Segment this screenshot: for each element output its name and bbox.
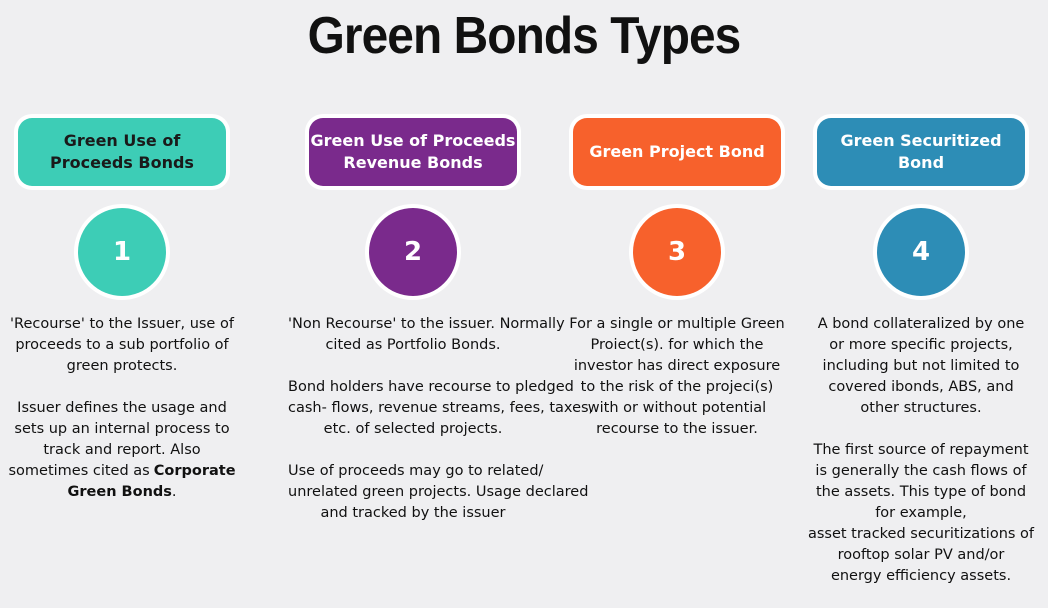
column: Green Securitized Bond 4 A bond collaterali… — [796, 118, 1046, 608]
text-line: and tracked by the issuer — [320, 505, 506, 521]
label-line: Bond — [897, 153, 945, 172]
description: 'Recourse' to the Issuer, use of proceeds… — [0, 314, 247, 503]
text-line: covered ibonds, ABS, and — [828, 379, 1014, 395]
text-line: energy efficiency assets. — [830, 568, 1012, 584]
label-line: Green Use of — [63, 131, 181, 150]
text-line: Issuer defines the usage and — [17, 400, 227, 416]
text-line: 'Recourse' to the Issuer, use of — [10, 316, 234, 332]
description: For a single or multiple Green Proiect(s)… — [552, 314, 802, 440]
number-badge: 1 — [78, 208, 166, 296]
bold-text: Green Bonds — [67, 484, 172, 500]
text-line: rooftop solar PV and/or — [837, 547, 1005, 563]
type-label: Green Project Bond — [573, 118, 781, 186]
text-line: including but not limited to — [822, 358, 1020, 374]
type-label: Green Use of Proceeds Revenue Bonds — [309, 118, 517, 186]
label-line: Green Securitized — [840, 131, 1002, 150]
text-line: sometimes cited as Corporate — [0, 461, 247, 482]
text-line: proceeds to a sub portfolio of — [15, 337, 229, 353]
text-line: cited as Portfolio Bonds. — [325, 337, 501, 353]
number-badge: 3 — [633, 208, 721, 296]
label-line: Proceeds Bonds — [50, 153, 194, 172]
bold-text: Corporate — [153, 463, 236, 479]
type-label: Green Securitized Bond — [817, 118, 1025, 186]
text-line: for example, — [875, 505, 967, 521]
text-line: Proiect(s). for which the — [590, 337, 764, 353]
text-line: is generally the cash flows of — [815, 463, 1027, 479]
text: sometimes cited as — [8, 463, 150, 479]
label-line: Revenue Bonds — [343, 153, 483, 172]
paragraph: 'Non Recourse' to the issuer. Normally ci… — [288, 314, 565, 356]
paragraph: A bond collateralized by one or more spec… — [796, 314, 1046, 419]
title: Green Bonds Types — [307, 7, 742, 65]
paragraph: Issuer defines the usage and sets up an i… — [0, 398, 247, 503]
text-line: Green Bonds. — [0, 482, 247, 503]
column: Green Project Bond 3 For a single or multi… — [552, 118, 802, 461]
text-line: recourse to the issuer. — [596, 421, 758, 437]
column: Green Use of Proceeds Bonds 1 'Recourse' to… — [0, 118, 247, 524]
text-line: The first source of repayment — [813, 442, 1029, 458]
text-line: For a single or multiple Green — [569, 316, 785, 332]
text-line: investor has direct exposure — [573, 358, 781, 374]
number-badge: 2 — [369, 208, 457, 296]
paragraph: For a single or multiple Green Proiect(s)… — [552, 314, 802, 440]
label-line: Green Use of Proceeds — [310, 131, 516, 150]
text-line: track and report. Also — [43, 442, 201, 458]
page: {"title": "Green Bonds Types", "columns"… — [0, 7, 1035, 584]
text-line: the assets. This type of bond — [815, 484, 1027, 500]
paragraph: Bond holders have recourse to pledged cas… — [288, 377, 594, 440]
description: A bond collateralized by one or more spec… — [796, 314, 1046, 587]
text-line: A bond collateralized by one — [817, 316, 1025, 332]
number-badge: 4 — [877, 208, 965, 296]
text-line: etc. of selected projects. — [323, 421, 503, 437]
text-line: cash- flows, revenue streams, fees, taxe… — [288, 400, 594, 416]
paragraph: Use of proceeds may go to related/unrela… — [288, 461, 589, 524]
text-line: Bond holders have recourse to pledged — [288, 379, 574, 395]
text-line: Use of proceeds may go to related/ — [288, 463, 544, 479]
text-line: or more specific projects, — [829, 337, 1013, 353]
text-line: green protects. — [66, 358, 178, 374]
type-label: Green Use of Proceeds Bonds — [18, 118, 226, 186]
paragraph: 'Recourse' to the Issuer, use of proceeds… — [0, 314, 247, 377]
label-line: Green Project Bond — [589, 142, 765, 161]
text-line: unrelated green projects. Usage declared — [288, 484, 589, 500]
text-line: with or without potential — [587, 400, 767, 416]
column: Green Use of Proceeds Revenue Bonds 2 'Non … — [288, 118, 594, 545]
text-line: sets up an internal process to — [14, 421, 230, 437]
text-line: 'Non Recourse' to the issuer. Normally — [288, 316, 565, 332]
paragraph: The first source of repayment is generall… — [796, 440, 1046, 587]
text-line: to the risk of the projeci(s) — [580, 379, 774, 395]
description: 'Non Recourse' to the issuer. Normally ci… — [288, 314, 594, 524]
text-line: asset tracked securitizations of — [807, 526, 1035, 542]
text: . — [171, 484, 177, 500]
text-line: other structures. — [860, 400, 982, 416]
